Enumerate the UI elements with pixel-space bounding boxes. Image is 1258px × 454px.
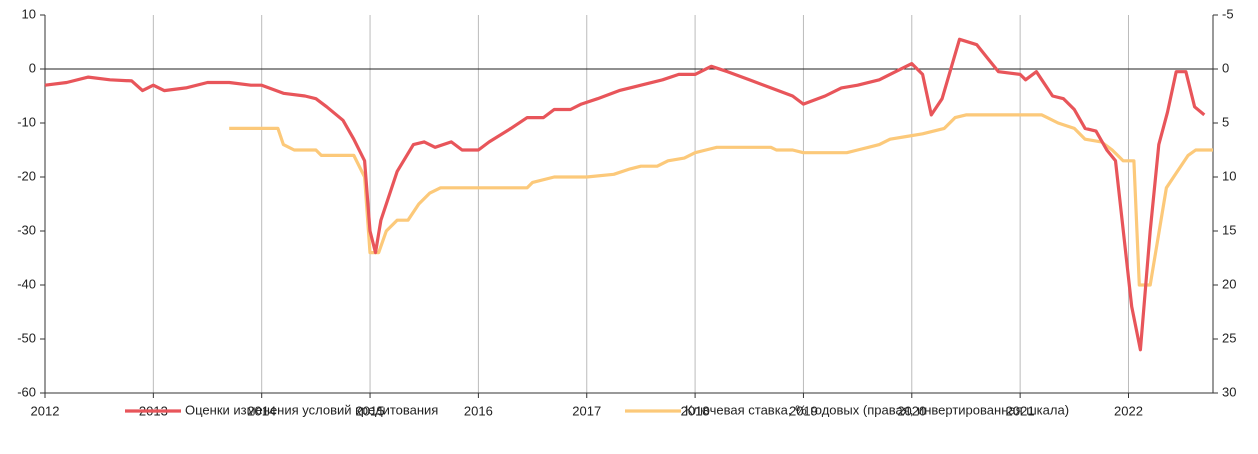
x-tick-label: 2017 (572, 403, 601, 418)
y-tick-label: -60 (17, 384, 36, 399)
x-tick-label: 2015 (356, 403, 385, 418)
x-tick-label: 2016 (464, 403, 493, 418)
y2-tick-label: 25 (1222, 330, 1236, 345)
y2-tick-label: 20 (1222, 276, 1236, 291)
x-tick-label: 2022 (1114, 403, 1143, 418)
x-tick-label: 2020 (897, 403, 926, 418)
y2-tick-label: 5 (1222, 114, 1229, 129)
x-tick-label: 2019 (789, 403, 818, 418)
y-tick-label: -10 (17, 114, 36, 129)
y-tick-label: 0 (29, 60, 36, 75)
x-tick-label: 2012 (31, 403, 60, 418)
series-line (44, 37, 1206, 352)
series-line (229, 113, 1213, 287)
legend-label: Оценки изменения условий кредитования (185, 402, 438, 417)
y2-tick-label: 0 (1222, 60, 1229, 75)
x-tick-label: 2021 (1006, 403, 1035, 418)
legend-label: Ключевая ставка, % годовых (правая, инве… (685, 402, 1069, 417)
y2-tick-label: -5 (1222, 6, 1234, 21)
x-tick-label: 2018 (681, 403, 710, 418)
y2-tick-label: 30 (1222, 384, 1236, 399)
y-tick-label: -30 (17, 222, 36, 237)
y2-tick-label: 10 (1222, 168, 1236, 183)
y-tick-label: 10 (22, 6, 36, 21)
y-tick-label: -20 (17, 168, 36, 183)
y2-tick-label: 15 (1222, 222, 1236, 237)
x-tick-label: 2014 (247, 403, 276, 418)
y-tick-label: -50 (17, 330, 36, 345)
y-tick-label: -40 (17, 276, 36, 291)
